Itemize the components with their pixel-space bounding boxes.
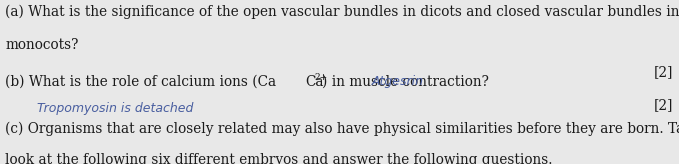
Text: ) in muscle contraction?: ) in muscle contraction? — [322, 75, 489, 89]
Text: (c) Organisms that are closely related may also have physical similarities befor: (c) Organisms that are closely related m… — [5, 121, 679, 136]
Text: [2]: [2] — [654, 66, 674, 80]
Text: [2]: [2] — [654, 98, 674, 112]
Text: look at the following six different embryos and answer the following questions.: look at the following six different embr… — [5, 153, 553, 164]
Text: (a) What is the significance of the open vascular bundles in dicots and closed v: (a) What is the significance of the open… — [5, 5, 679, 19]
Text: 2+: 2+ — [314, 73, 327, 82]
Text: Tropomyosin is detached: Tropomyosin is detached — [37, 102, 194, 115]
Text: (b) What is the role of calcium ions (Ca: (b) What is the role of calcium ions (Ca — [5, 75, 276, 89]
Text: monocots?: monocots? — [5, 38, 79, 52]
Text: Atgesrin: Atgesrin — [372, 75, 424, 88]
Text: Ca: Ca — [305, 75, 323, 89]
